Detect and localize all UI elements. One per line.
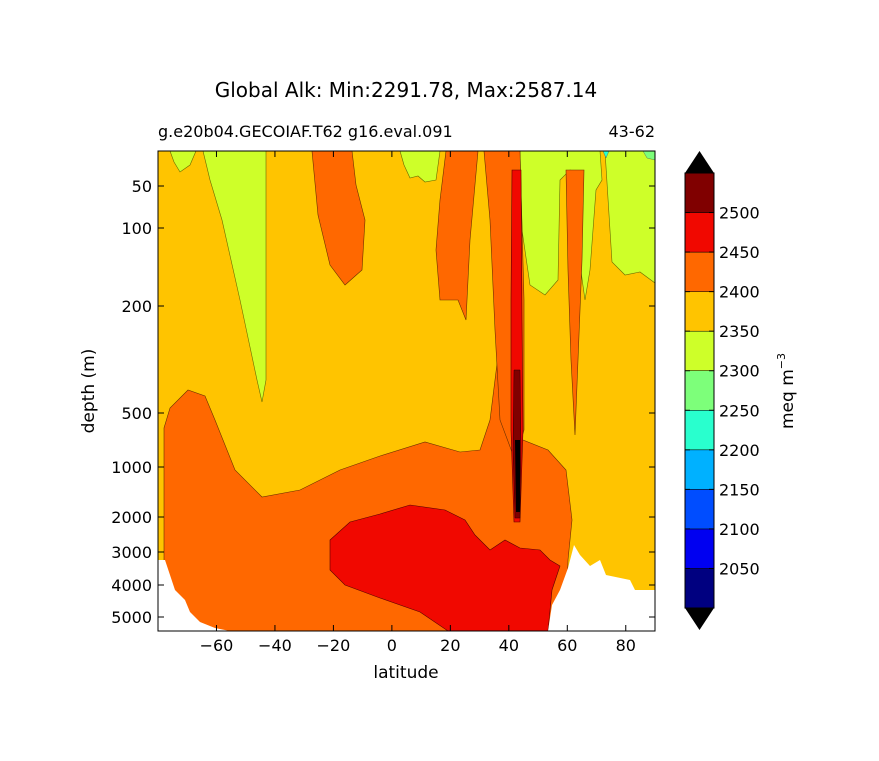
- field-over-2550-core: [515, 440, 520, 512]
- field-2300-2350-southern-lens: [202, 150, 267, 403]
- x-tick-label: 60: [557, 636, 577, 655]
- x-tick-label: −40: [258, 636, 292, 655]
- plot-frame: [157, 150, 656, 632]
- colorbar-segment: [684, 370, 715, 411]
- chart-title: Global Alk: Min:2291.78, Max:2587.14: [215, 78, 598, 102]
- colorbar-segment: [684, 568, 715, 609]
- chart-subtitle-left: g.e20b04.GECOIAF.T62 g16.eval.091: [158, 122, 453, 141]
- colorbar-segment: [684, 528, 715, 569]
- colorbar-tick-label: 2050: [719, 559, 760, 578]
- x-tick-label: 40: [499, 636, 519, 655]
- colorbar-tick-label: 2150: [719, 480, 760, 499]
- field-2400-2450-surface-lens: [311, 150, 366, 286]
- colorbar-segment: [684, 489, 715, 530]
- y-axis: 50 100 200 500 1000 2000 3000 4000 5000: [111, 177, 655, 627]
- colorbar-tick-label: 2450: [719, 243, 760, 262]
- plot-area: [157, 150, 656, 632]
- colorbar-extend-bottom: [685, 608, 714, 630]
- y-tick-label: 100: [121, 219, 152, 238]
- field-2400-2450-column-a: [435, 150, 479, 321]
- colorbar-segment: [684, 449, 715, 490]
- colorbar-frame: [684, 172, 715, 609]
- x-tick-label: 0: [387, 636, 397, 655]
- y-tick-label: 3000: [111, 543, 152, 562]
- colorbar-segment: [684, 291, 715, 332]
- colorbar-extend-top: [685, 151, 714, 173]
- y-tick-label: 500: [121, 404, 152, 423]
- colorbar-tick-label: 2100: [719, 520, 760, 539]
- y-axis-label: depth (m): [79, 349, 99, 434]
- y-tick-label: 1000: [111, 458, 152, 477]
- colorbar-segment: [684, 330, 715, 371]
- x-axis-label: latitude: [373, 663, 438, 683]
- x-axis: −60 −40 −20 0 20 40 60 80: [200, 151, 636, 655]
- colorbar-segment: [684, 212, 715, 253]
- colorbar-segment: [684, 410, 715, 451]
- x-tick-label: 20: [440, 636, 460, 655]
- field-2400-2450-column-c: [565, 169, 585, 436]
- colorbar-tick-label: 2250: [719, 401, 760, 420]
- ocean-floor-north: [548, 545, 655, 631]
- y-tick-label: 2000: [111, 508, 152, 527]
- colorbar: 2050 2100 2150 2200 2250 2300 2350 2400 2450 2500: [684, 151, 760, 630]
- colorbar-label-unit: meq m: [778, 369, 798, 429]
- colorbar-label: meq m−3: [775, 353, 798, 429]
- colorbar-tick-label: 2400: [719, 283, 760, 302]
- colorbar-tick-label: 2300: [719, 362, 760, 381]
- chart-subtitle-right: 43-62: [609, 122, 656, 141]
- field-2300-2350-eq-column: [399, 150, 441, 183]
- ocean-floor-south: [158, 560, 230, 631]
- field-2450-2500-deep-core: [329, 504, 561, 632]
- colorbar-tick-label: 2350: [719, 322, 760, 341]
- colorbar-segment: [684, 172, 715, 213]
- y-tick-label: 5000: [111, 608, 152, 627]
- colorbar-label-exponent: −3: [775, 353, 788, 369]
- x-tick-label: −20: [317, 636, 351, 655]
- colorbar-tick-label: 2500: [719, 204, 760, 223]
- colorbar-tick-label: 2200: [719, 441, 760, 460]
- x-tick-label: 80: [616, 636, 636, 655]
- y-tick-label: 200: [121, 297, 152, 316]
- y-tick-label: 50: [132, 177, 152, 196]
- y-tick-label: 4000: [111, 576, 152, 595]
- colorbar-segment: [684, 251, 715, 292]
- x-tick-label: −60: [200, 636, 234, 655]
